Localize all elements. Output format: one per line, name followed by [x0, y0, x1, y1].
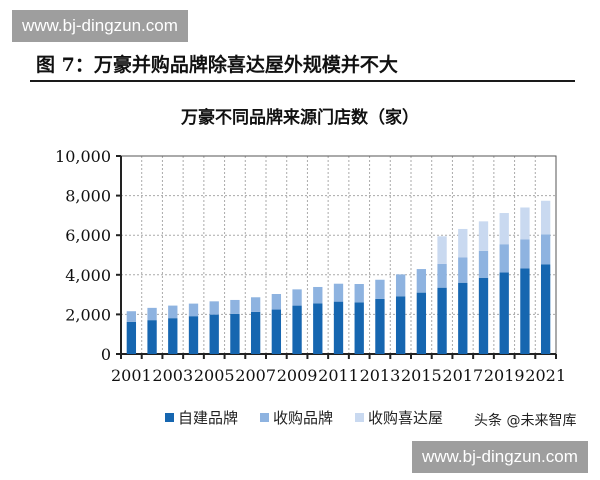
x-tick-label: 2001	[111, 366, 152, 385]
bar-2020-series-0	[520, 268, 530, 354]
legend: 自建品牌 收购品牌 收购喜达屋	[165, 407, 443, 428]
bar-2013-series-0	[375, 298, 385, 354]
bar-2021-series-1	[540, 234, 551, 265]
legend-swatch	[165, 413, 174, 422]
chart-title: 万豪不同品牌来源门店数（家）	[181, 108, 419, 128]
bar-2001-series-1	[126, 311, 137, 322]
legend-label: 自建品牌	[178, 409, 239, 427]
bar-2019-series-0	[499, 272, 509, 354]
y-tick-label: 2,000	[65, 305, 111, 324]
bar-2012-series-0	[354, 302, 364, 354]
bar-2003-series-1	[168, 305, 178, 319]
bar-2020-series-1	[520, 239, 530, 269]
bar-2009-series-0	[292, 305, 302, 354]
bar-2011-series-0	[333, 301, 344, 354]
bar-2016-series-2	[437, 236, 447, 264]
bar-2004-series-1	[188, 303, 199, 317]
y-tick-label: 4,000	[65, 266, 111, 285]
bar-2007-series-0	[250, 311, 261, 354]
bar-2004-series-0	[188, 316, 199, 354]
legend-label: 收购喜达屋	[368, 409, 444, 427]
bar-2020-series-2	[520, 207, 530, 240]
bar-2006-series-1	[230, 299, 240, 314]
bar-2019-series-2	[499, 213, 509, 245]
x-tick-label: 2021	[525, 366, 566, 385]
title-divider	[30, 80, 575, 82]
bar-2001-series-0	[126, 321, 137, 354]
bar-2016-series-1	[437, 263, 447, 288]
bar-2015-series-1	[416, 269, 427, 293]
bar-2008-series-0	[271, 309, 282, 354]
y-tick-label: 10,000	[55, 147, 111, 166]
bar-2012-series-1	[354, 284, 364, 303]
bar-2006-series-0	[230, 313, 240, 354]
x-tick-label: 2007	[235, 366, 276, 385]
bar-2019-series-1	[499, 244, 509, 273]
bar-2011-series-1	[333, 283, 344, 302]
bar-2008-series-1	[271, 294, 282, 310]
y-tick-label: 8,000	[65, 187, 111, 206]
x-tick-label: 2005	[194, 366, 235, 385]
y-tick-label: 6,000	[65, 226, 111, 245]
x-tick-label: 2011	[318, 366, 359, 385]
bar-2018-series-0	[478, 277, 489, 354]
bar-2013-series-1	[375, 279, 385, 299]
bar-2003-series-0	[168, 318, 178, 354]
x-tick-label: 2013	[360, 366, 401, 385]
watermark-top: www.bj-dingzun.com	[12, 10, 188, 42]
bar-2010-series-1	[313, 286, 323, 304]
bar-2014-series-1	[395, 274, 406, 297]
bar-2005-series-0	[209, 314, 219, 354]
bar-2014-series-0	[395, 296, 406, 354]
bar-2017-series-1	[458, 257, 468, 283]
y-tick-label: 0	[101, 345, 111, 364]
bar-2017-series-0	[458, 282, 468, 354]
x-tick-label: 2015	[401, 366, 442, 385]
bar-2002-series-1	[147, 307, 157, 321]
legend-item-own: 自建品牌	[165, 407, 238, 428]
legend-item-acquired: 收购品牌	[260, 407, 333, 428]
bar-2018-series-2	[478, 221, 489, 251]
bar-2010-series-0	[313, 303, 323, 354]
bar-2017-series-2	[458, 228, 468, 258]
figure-title: 图 7：万豪并购品牌除喜达屋外规模并不大	[36, 54, 398, 76]
x-tick-label: 2017	[442, 366, 483, 385]
x-tick-label: 2009	[277, 366, 318, 385]
bar-2007-series-1	[250, 297, 261, 312]
bar-2002-series-0	[147, 320, 157, 354]
x-tick-label: 2019	[484, 366, 525, 385]
watermark-corner: 头条 @未来智库	[474, 413, 577, 429]
legend-label: 收购品牌	[273, 409, 334, 427]
bar-2018-series-1	[478, 250, 489, 278]
legend-swatch	[260, 413, 270, 422]
watermark-bottom: www.bj-dingzun.com	[412, 441, 588, 473]
bar-2005-series-1	[209, 301, 219, 315]
bar-2016-series-0	[437, 287, 447, 354]
bar-2015-series-0	[416, 292, 427, 354]
bar-2009-series-1	[292, 289, 302, 306]
bar-2021-series-0	[540, 264, 551, 354]
bar-2021-series-2	[540, 200, 551, 235]
legend-item-starwood: 收购喜达屋	[355, 407, 443, 428]
legend-swatch	[355, 413, 365, 422]
x-tick-label: 2003	[152, 366, 193, 385]
